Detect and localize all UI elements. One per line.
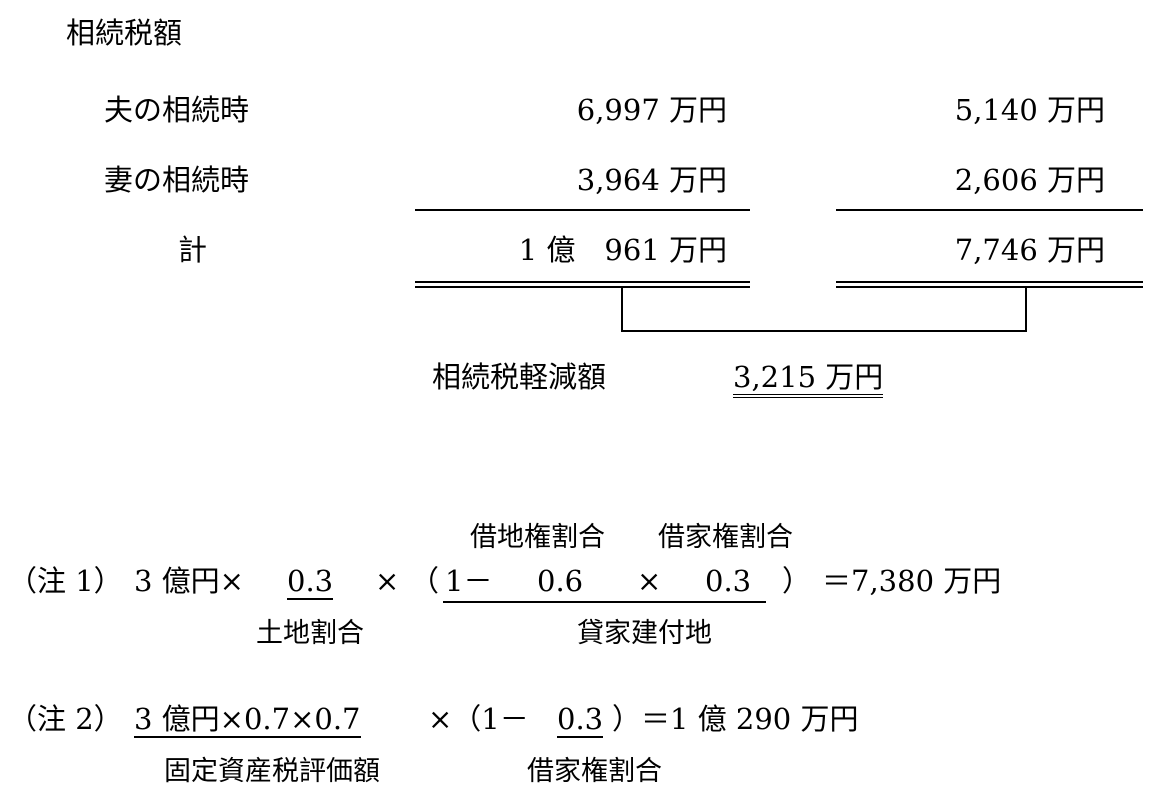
reduction-label: 相続税軽減額 <box>432 360 607 394</box>
note2-prefix: （注 2） <box>8 702 123 736</box>
note2-valuation: 3 億円×0.7×0.7 <box>134 702 361 738</box>
label-rented-land: 貸家建付地 <box>577 618 712 649</box>
note2-tenancy-ratio: 0.3 <box>557 702 604 738</box>
total-col1: 1 億 961 万円 <box>518 233 727 267</box>
label-tenancy-ratio-2: 借家権割合 <box>527 756 662 787</box>
total-double-line-2b <box>836 286 1143 288</box>
husband-col1: 6,997 万円 <box>576 93 727 127</box>
total-col2: 7,746 万円 <box>954 233 1105 267</box>
bracket-right <box>1025 288 1027 332</box>
subtotal-line-1 <box>415 209 750 211</box>
note2-mid: ×（1－ <box>428 702 529 736</box>
husband-col2: 5,140 万円 <box>954 93 1105 127</box>
subtotal-line-2 <box>836 209 1143 211</box>
total-double-line-1a <box>415 281 750 283</box>
note2-result: ）＝1 億 290 万円 <box>612 702 859 736</box>
bracket-bottom <box>621 330 1027 332</box>
row-label-wife: 妻の相続時 <box>104 163 250 197</box>
label-valuation: 固定資産税評価額 <box>164 756 380 787</box>
label-leasehold-ratio: 借地権割合 <box>470 522 605 553</box>
wife-col1: 3,964 万円 <box>576 163 727 197</box>
wife-col2: 2,606 万円 <box>954 163 1105 197</box>
label-tenancy-ratio: 借家権割合 <box>658 522 793 553</box>
bracket-left <box>621 288 623 332</box>
note1-rented-underline <box>443 601 766 603</box>
note1-times: × <box>375 564 400 598</box>
total-double-line-2a <box>836 281 1143 283</box>
note1-one-minus: 1－ <box>445 564 493 598</box>
note1-close: ） <box>782 564 812 598</box>
note1-times2: × <box>637 564 662 598</box>
row-label-husband: 夫の相続時 <box>104 93 250 127</box>
note1-base: 3 億円× <box>134 564 244 598</box>
note1-prefix: （注 1） <box>8 564 123 598</box>
label-land-ratio: 土地割合 <box>256 618 364 649</box>
note1-leasehold-ratio: 0.6 <box>537 564 584 598</box>
note1-tenancy-ratio: 0.3 <box>705 564 752 598</box>
reduction-value: 3,215 万円 <box>733 363 884 398</box>
total-double-line-1b <box>415 286 750 288</box>
note1-land-ratio: 0.3 <box>287 564 334 600</box>
row-label-total: 計 <box>178 233 208 267</box>
note1-open: （ <box>410 564 440 598</box>
note1-result: ＝7,380 万円 <box>822 564 1002 598</box>
heading: 相続税額 <box>66 16 183 50</box>
